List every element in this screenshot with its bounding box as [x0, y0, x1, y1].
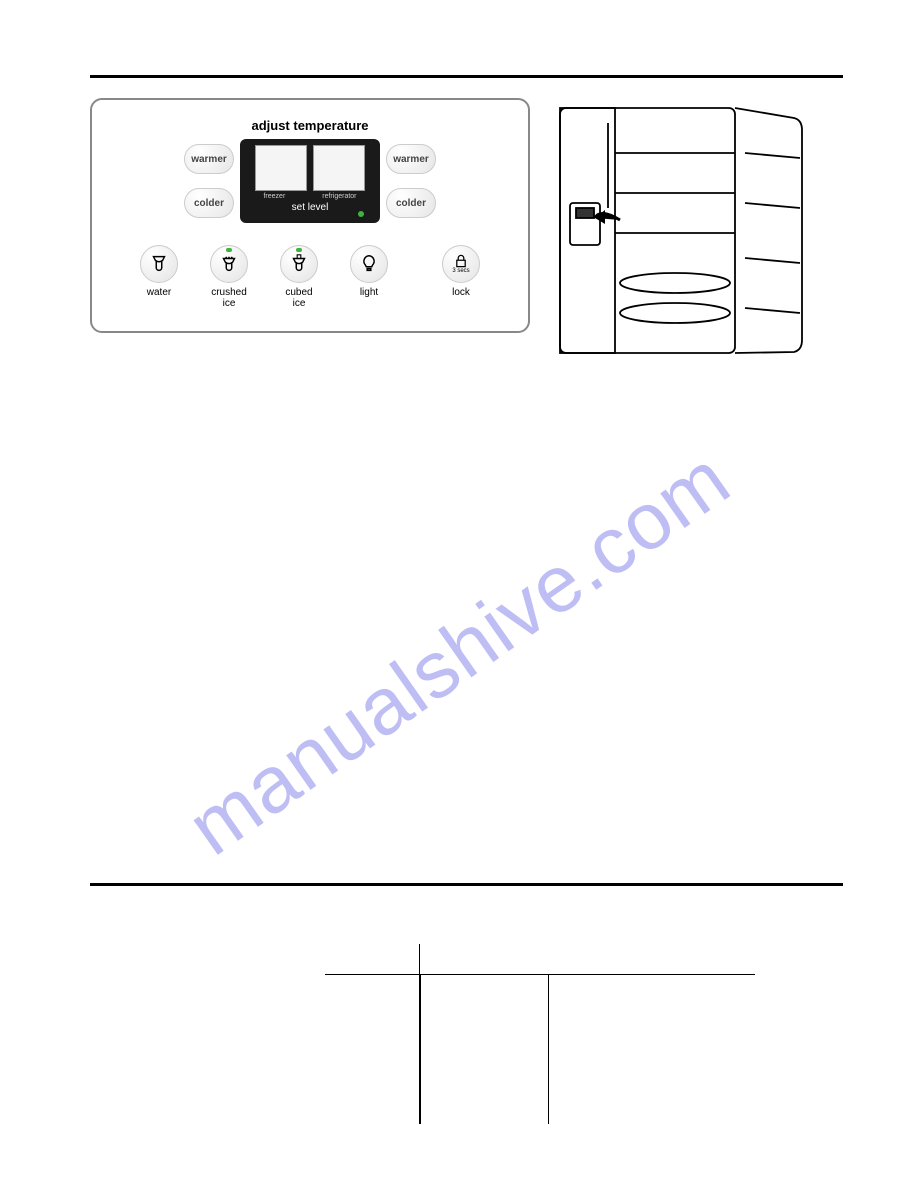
lock-icon: 3 secs — [442, 245, 480, 283]
colder-button-left[interactable]: colder — [184, 188, 234, 218]
display-box: freezer refrigerator set level — [240, 139, 380, 223]
lock-sub-label: 3 secs — [452, 268, 469, 274]
water-button[interactable]: water — [133, 245, 185, 298]
crushed-ice-label: crushed ice — [211, 287, 247, 309]
table-cell — [420, 974, 549, 1124]
adjust-temperature-label: adjust temperature — [110, 118, 510, 133]
watermark-text: manualshive.com — [172, 433, 747, 874]
table-row — [325, 974, 755, 1124]
refrigerator-screen — [313, 145, 365, 191]
green-led-icon — [358, 211, 364, 217]
screen-labels: freezer refrigerator — [248, 193, 372, 200]
table-cell — [325, 974, 420, 1124]
refrigerator-label: refrigerator — [322, 193, 356, 200]
table-header-cell — [420, 944, 549, 974]
lock-button[interactable]: 3 secs lock — [435, 245, 487, 298]
light-icon — [350, 245, 388, 283]
control-panel: adjust temperature warmer colder freezer… — [90, 98, 530, 333]
table-row — [325, 944, 755, 974]
refrigerator-diagram — [550, 98, 810, 363]
cubed-ice-icon — [280, 245, 318, 283]
mid-rule — [90, 883, 843, 886]
colder-button-right[interactable]: colder — [386, 188, 436, 218]
warmer-button-right[interactable]: warmer — [386, 144, 436, 174]
left-pill-buttons: warmer colder — [184, 144, 234, 218]
freezer-screen — [255, 145, 307, 191]
table-wrap — [325, 944, 755, 1124]
light-button[interactable]: light — [343, 245, 395, 298]
water-icon — [140, 245, 178, 283]
display-screens — [248, 145, 372, 191]
light-label: light — [360, 287, 378, 298]
set-level-label: set level — [248, 202, 372, 213]
cubed-ice-label: cubed ice — [285, 287, 312, 309]
dispense-row: water crushed ice cubed ice — [110, 245, 510, 309]
freezer-label: freezer — [263, 193, 285, 200]
top-rule — [90, 75, 843, 78]
warmer-button-left[interactable]: warmer — [184, 144, 234, 174]
lock-label: lock — [452, 287, 470, 298]
table-header-cell — [325, 944, 420, 974]
cubed-ice-button[interactable]: cubed ice — [273, 245, 325, 309]
table-header-cell — [549, 944, 755, 974]
water-label: water — [147, 287, 171, 298]
table-cell — [549, 974, 755, 1124]
crushed-ice-icon — [210, 245, 248, 283]
settings-table — [325, 944, 755, 1124]
right-pill-buttons: warmer colder — [386, 144, 436, 218]
figure-row: adjust temperature warmer colder freezer… — [90, 98, 843, 363]
temperature-row: warmer colder freezer refrigerator set l… — [110, 139, 510, 223]
crushed-ice-button[interactable]: crushed ice — [203, 245, 255, 309]
spacer — [90, 904, 843, 944]
